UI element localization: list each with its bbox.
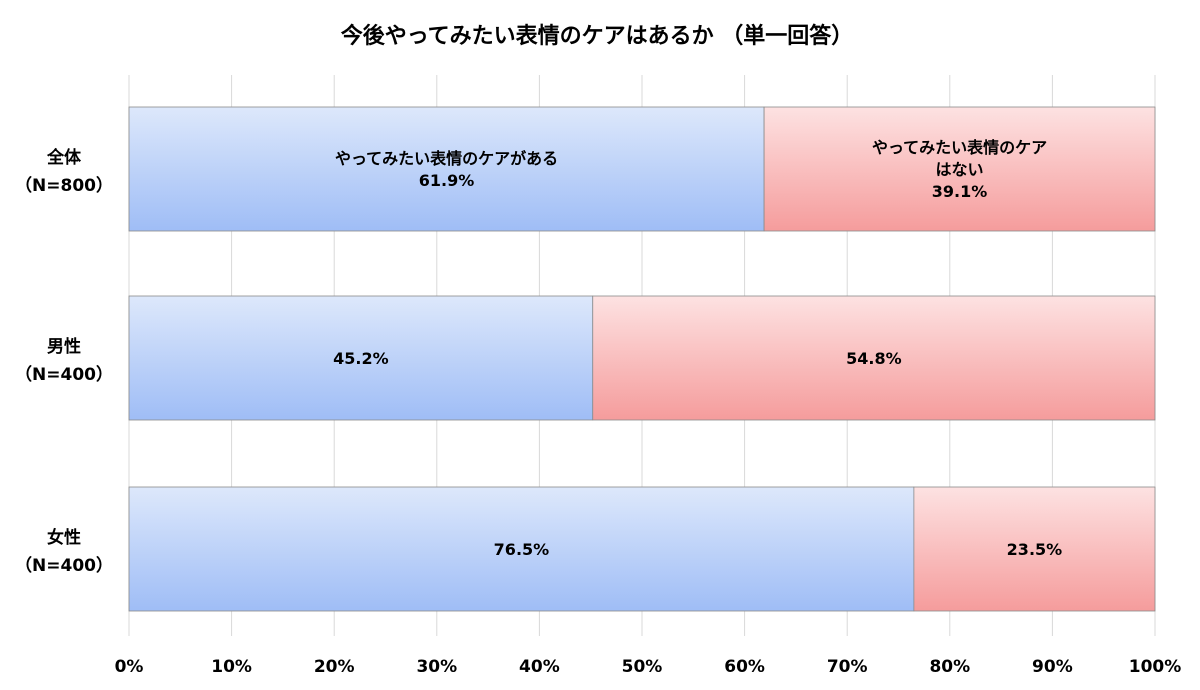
bar-segment (763, 106, 1156, 232)
x-tick-label: 40% (519, 657, 560, 677)
data-label: 45.2% (333, 349, 389, 368)
bar-segment (128, 106, 765, 232)
category-label: （N=800） (15, 175, 113, 196)
category-label: 全体 (46, 147, 82, 168)
x-tick-labels: 0% 10% 20% 30% 40% 50% 60% 70% 80% 90% 100% (115, 657, 1182, 677)
category-labels: 全体 （N=800） 男性 （N=400） 女性 （N=400） (15, 147, 113, 576)
data-label: 61.9% (419, 171, 475, 190)
x-tick-label: 0% (115, 657, 144, 677)
x-tick-label: 60% (724, 657, 765, 677)
x-tick-label: 80% (929, 657, 970, 677)
bar-layer (128, 106, 1156, 612)
category-label: （N=400） (15, 555, 113, 576)
x-tick-label: 100% (1129, 657, 1182, 677)
data-label: 76.5% (494, 540, 550, 559)
bar-segment (913, 486, 1156, 612)
category-label: （N=400） (15, 364, 113, 385)
data-label: 54.8% (846, 349, 902, 368)
category-label: 男性 (47, 336, 81, 357)
x-tick-label: 10% (211, 657, 252, 677)
chart-title: 今後やってみたい表情のケアはあるか （単一回答） (341, 23, 854, 49)
x-tick-label: 20% (314, 657, 355, 677)
x-tick-label: 30% (416, 657, 457, 677)
category-label: 女性 (47, 527, 81, 548)
data-label: はない (936, 160, 984, 179)
data-label: 23.5% (1007, 540, 1063, 559)
data-label: 39.1% (932, 182, 988, 201)
data-label: やってみたい表情のケア (872, 138, 1047, 157)
x-tick-label: 90% (1032, 657, 1073, 677)
x-tick-label: 50% (622, 657, 663, 677)
x-tick-label: 70% (827, 657, 868, 677)
bar-segment (592, 295, 1156, 421)
bar-segment (128, 486, 915, 612)
data-label: やってみたい表情のケアがある (335, 149, 558, 168)
bar-segment (128, 295, 594, 421)
